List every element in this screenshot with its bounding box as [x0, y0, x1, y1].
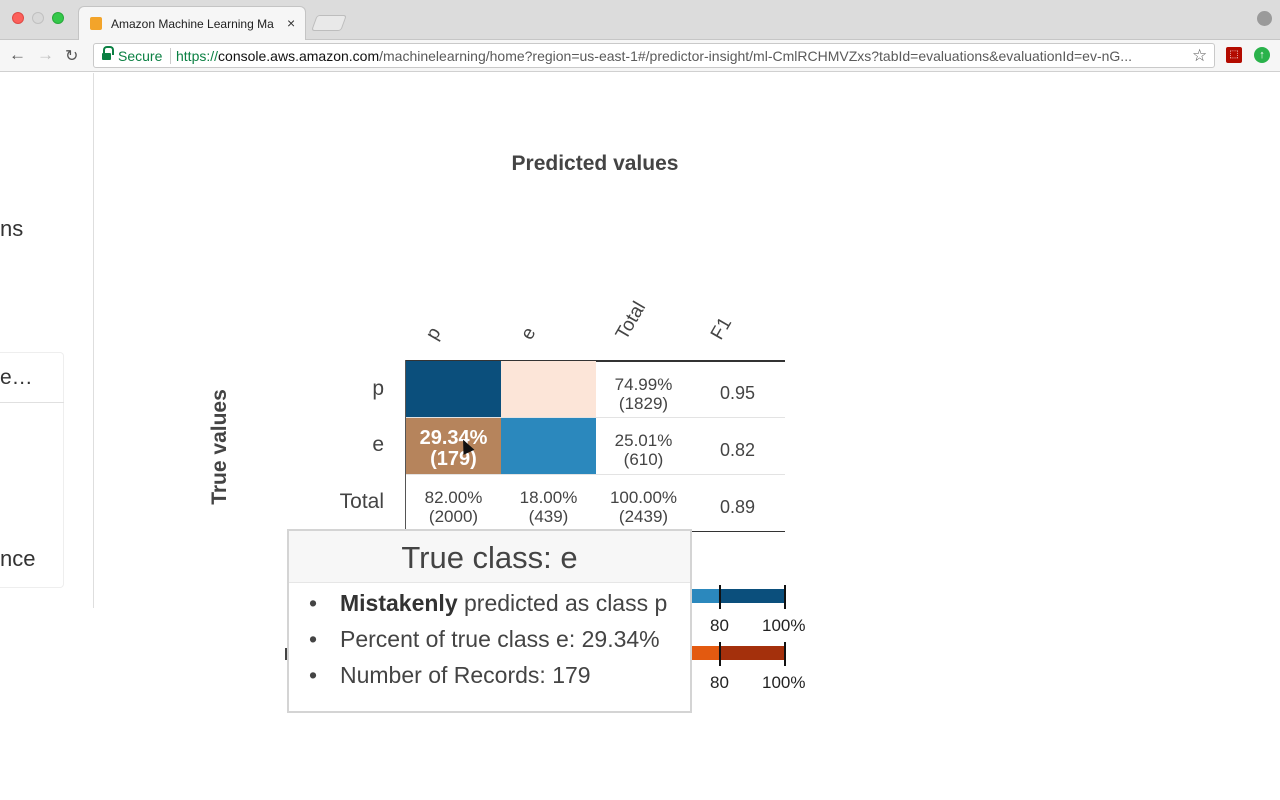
legend-label-80: 80	[710, 616, 729, 635]
tooltip-header: True class: e	[289, 531, 690, 583]
url-path: /machinelearning/home?region=us-east-1#/…	[379, 48, 1132, 64]
matrix-row-divider	[405, 417, 785, 418]
total-col-p-count: (1829)	[618, 394, 669, 413]
sidebar-border	[93, 73, 94, 608]
maximize-window-button[interactable]	[52, 12, 64, 24]
column-header-f1: F1	[706, 313, 737, 344]
total-col-e-pct: 25.01%	[614, 431, 673, 450]
grand-total: 100.00% (2439)	[596, 488, 691, 526]
matrix-left-rule	[405, 360, 406, 532]
legend-tick	[719, 585, 721, 609]
x-axis-title: Predicted values	[511, 152, 679, 175]
tooltip-item-text: Percent of true class e: 29.34%	[340, 626, 660, 652]
legend-label-100: 100%	[762, 616, 806, 635]
browser-tab-active[interactable]: Amazon Machine Learning Ma ×	[78, 6, 306, 40]
tooltip-item-text: predicted as class p	[457, 590, 668, 616]
total-row-p-count: (2000)	[428, 507, 479, 526]
legend-scale-orange	[690, 646, 785, 660]
legend-marker	[285, 648, 288, 660]
total-row-e-pct: 18.00%	[519, 488, 578, 507]
url-protocol: https://	[176, 48, 219, 64]
legend-scale-blue	[690, 589, 785, 603]
aws-favicon-icon	[90, 17, 102, 30]
f1-score-e: 0.82	[719, 440, 756, 460]
sidebar-item-fragment[interactable]: e…	[0, 366, 33, 389]
legend-label-80: 80	[710, 673, 729, 692]
profile-icon[interactable]	[1257, 11, 1272, 26]
browser-tab-bar: Amazon Machine Learning Ma ×	[0, 0, 1280, 40]
f1-score-p: 0.95	[719, 383, 756, 403]
tooltip-item-emphasis: Mistakenly	[340, 590, 458, 616]
address-bar[interactable]: Secure https://console.aws.amazon.com/ma…	[93, 43, 1215, 68]
reload-icon[interactable]: ↻	[65, 48, 79, 65]
total-row-e: 18.00% (439)	[501, 488, 596, 526]
close-window-button[interactable]	[12, 12, 24, 24]
column-header-p: p	[421, 323, 446, 344]
total-col-p-pct: 74.99%	[614, 375, 673, 394]
cell-percent-label: 29.34%	[419, 427, 488, 449]
sidebar-panel	[0, 352, 64, 588]
sidebar-item-fragment[interactable]: ns	[0, 216, 24, 241]
sidebar-divider	[0, 402, 64, 403]
cell-true-p-pred-p[interactable]	[406, 361, 501, 417]
cell-true-e-pred-e[interactable]	[501, 418, 596, 474]
row-header-e: e	[372, 433, 384, 456]
total-col-e-count: (610)	[623, 450, 664, 469]
legend-tick	[719, 642, 721, 666]
bullet-icon: •	[309, 590, 318, 616]
legend-tick	[784, 642, 786, 666]
cell-count-label: (179)	[430, 448, 477, 470]
sidebar-item-fragment[interactable]: nce	[0, 546, 36, 571]
f1-score-total: 0.89	[719, 497, 756, 517]
total-col-e: 25.01% (610)	[596, 431, 691, 469]
tooltip-item-prediction: • Mistakenly predicted as class p	[309, 590, 667, 617]
lock-icon	[102, 46, 114, 61]
url-host: console.aws.amazon.com	[218, 48, 380, 64]
forward-arrow-icon[interactable]: →	[37, 45, 54, 64]
pdf-extension-icon[interactable]: ⬚	[1226, 47, 1242, 63]
tab-title: Amazon Machine Learning Ma	[111, 17, 274, 31]
address-separator	[170, 48, 171, 64]
tooltip-item-records: • Number of Records: 179	[309, 662, 591, 689]
column-header-total: Total	[611, 298, 651, 344]
back-arrow-icon[interactable]: ←	[9, 45, 26, 64]
tooltip-item-text: Number of Records: 179	[340, 662, 591, 688]
y-axis-title: True values	[208, 389, 231, 505]
new-tab-button[interactable]	[311, 15, 347, 31]
total-row-p-pct: 82.00%	[424, 488, 483, 507]
tooltip-item-percent: • Percent of true class e: 29.34%	[309, 626, 660, 653]
url-text[interactable]: https://console.aws.amazon.com/machinele…	[176, 48, 1181, 64]
row-header-total: Total	[339, 490, 384, 513]
cell-true-e-pred-p[interactable]: 29.34% (179)	[406, 418, 501, 474]
total-col-p: 74.99% (1829)	[596, 375, 691, 413]
grand-total-count: (2439)	[618, 507, 669, 526]
tab-close-icon[interactable]: ×	[287, 15, 296, 31]
update-extension-icon[interactable]: ↑	[1254, 47, 1270, 63]
legend-tick	[784, 585, 786, 609]
row-header-p: p	[372, 377, 384, 400]
secure-label: Secure	[118, 48, 163, 64]
total-row-e-count: (439)	[528, 507, 569, 526]
minimize-window-button[interactable]	[32, 12, 44, 24]
matrix-top-rule	[405, 360, 785, 362]
browser-toolbar: ← → ↻ Secure https://console.aws.amazon.…	[0, 40, 1280, 72]
cell-tooltip: True class: e • Mistakenly predicted as c…	[287, 529, 692, 713]
grand-total-pct: 100.00%	[609, 488, 678, 507]
legend-label-100: 100%	[762, 673, 806, 692]
total-row-p: 82.00% (2000)	[406, 488, 501, 526]
bullet-icon: •	[309, 626, 318, 652]
bookmark-star-icon[interactable]: ☆	[1192, 46, 1208, 65]
column-header-e: e	[516, 323, 541, 344]
cell-true-p-pred-e[interactable]	[501, 361, 596, 417]
bullet-icon: •	[309, 662, 318, 688]
tooltip-title: True class: e	[401, 540, 578, 575]
matrix-row-divider	[405, 474, 785, 475]
